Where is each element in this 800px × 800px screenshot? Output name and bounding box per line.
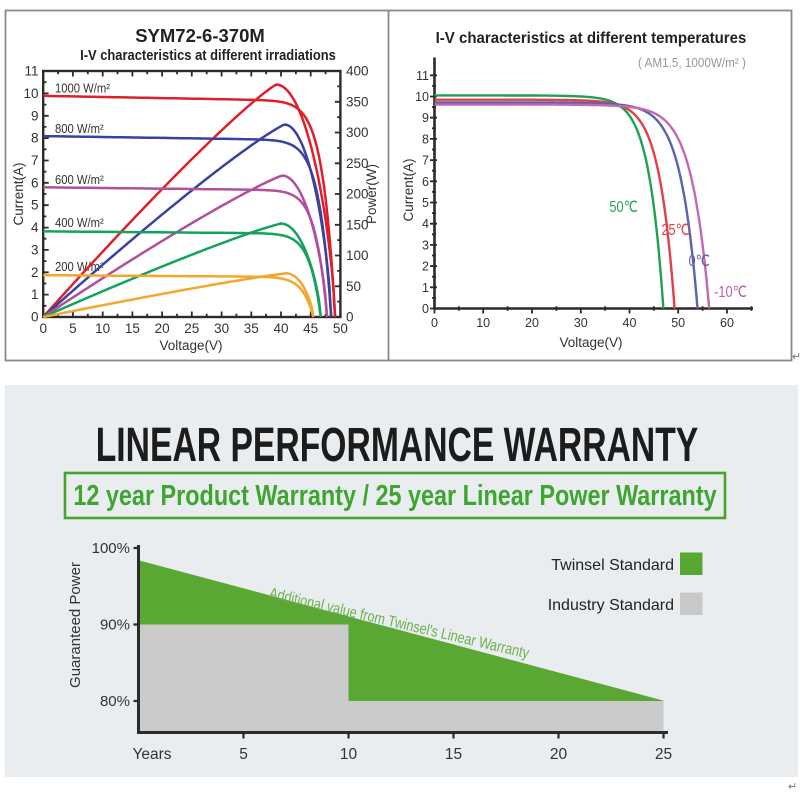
svg-text:( AM1.5, 1000W/m² ): ( AM1.5, 1000W/m² ) [638,55,746,70]
svg-text:11: 11 [416,69,429,83]
svg-text:400 W/m²: 400 W/m² [55,215,104,230]
svg-text:10: 10 [340,746,358,763]
svg-text:6: 6 [31,175,39,190]
svg-text:1: 1 [31,287,39,302]
svg-text:50℃: 50℃ [609,199,638,217]
svg-text:150: 150 [346,217,369,232]
svg-text:30: 30 [214,321,229,336]
svg-text:Twinsel Standard: Twinsel Standard [551,557,674,574]
svg-text:Industry Standard: Industry Standard [548,597,674,614]
svg-text:0: 0 [31,310,39,325]
svg-text:↵: ↵ [788,781,797,793]
svg-text:2: 2 [31,265,39,280]
svg-text:0: 0 [422,302,429,316]
svg-text:8: 8 [422,132,429,146]
svg-text:I-V characteristics at differe: I-V characteristics at different tempera… [436,30,747,48]
svg-text:350: 350 [346,94,369,109]
svg-text:7: 7 [31,153,39,168]
svg-text:9: 9 [31,108,39,123]
svg-text:30: 30 [574,316,588,330]
svg-text:3: 3 [422,238,429,252]
svg-text:Voltage(V): Voltage(V) [559,335,622,350]
svg-text:100: 100 [346,248,369,263]
svg-text:400: 400 [346,64,369,79]
svg-text:5: 5 [422,196,429,210]
svg-text:35: 35 [244,321,259,336]
svg-text:15: 15 [445,746,462,763]
svg-text:200: 200 [346,187,369,202]
svg-text:9: 9 [422,111,429,125]
svg-text:200 W/m²: 200 W/m² [55,259,104,274]
svg-text:12 year Product Warranty / 25: 12 year Product Warranty / 25 year Linea… [73,479,717,512]
svg-text:Years: Years [132,746,171,763]
svg-text:Voltage(V): Voltage(V) [159,338,222,353]
svg-text:5: 5 [239,746,248,763]
svg-text:50: 50 [346,279,361,294]
svg-text:10: 10 [415,90,429,104]
svg-text:20: 20 [550,746,568,763]
svg-text:10: 10 [95,321,110,336]
svg-text:25℃: 25℃ [661,222,690,240]
svg-text:60: 60 [720,316,734,330]
svg-text:Current(A): Current(A) [401,158,416,221]
svg-text:250: 250 [346,156,369,171]
svg-text:50: 50 [671,316,685,330]
svg-text:7: 7 [422,154,429,168]
svg-text:800 W/m²: 800 W/m² [55,121,104,136]
svg-text:15: 15 [125,321,140,336]
svg-text:-10℃: -10℃ [714,284,747,302]
svg-text:8: 8 [31,131,39,146]
svg-text:20: 20 [525,316,539,330]
svg-text:300: 300 [346,125,369,140]
svg-text:40: 40 [273,321,288,336]
svg-text:20: 20 [155,321,170,336]
svg-text:0: 0 [346,310,354,325]
svg-text:11: 11 [24,64,38,79]
svg-text:Guaranteed Power: Guaranteed Power [67,562,84,688]
svg-text:80%: 80% [100,693,130,710]
svg-text:10: 10 [23,86,38,101]
svg-text:2: 2 [422,260,429,274]
svg-text:1: 1 [422,281,429,295]
svg-text:600 W/m²: 600 W/m² [55,172,104,187]
svg-text:25: 25 [655,746,672,763]
svg-text:↵: ↵ [792,351,800,363]
svg-text:40: 40 [623,316,637,330]
svg-text:LINEAR PERFORMANCE WARRANTY: LINEAR PERFORMANCE WARRANTY [96,417,699,471]
svg-text:100%: 100% [92,540,130,557]
svg-text:3: 3 [31,242,39,257]
svg-text:SYM72-6-370M: SYM72-6-370M [135,25,265,46]
svg-text:1000 W/m²: 1000 W/m² [55,81,110,96]
svg-text:50: 50 [333,321,348,336]
svg-text:90%: 90% [100,617,130,634]
svg-text:0: 0 [39,321,47,336]
svg-text:4: 4 [422,217,429,231]
svg-text:Current(A): Current(A) [11,162,26,225]
svg-text:10: 10 [476,316,490,330]
svg-text:I-V characteristics at differe: I-V characteristics at different irradia… [80,46,336,63]
svg-text:45: 45 [303,321,318,336]
svg-text:4: 4 [31,220,39,235]
svg-text:5: 5 [31,198,39,213]
svg-text:0℃: 0℃ [689,253,710,271]
svg-text:5: 5 [69,321,77,336]
svg-text:Power(W): Power(W) [364,164,379,224]
svg-text:0: 0 [431,316,438,330]
svg-text:25: 25 [184,321,199,336]
svg-text:6: 6 [422,175,429,189]
